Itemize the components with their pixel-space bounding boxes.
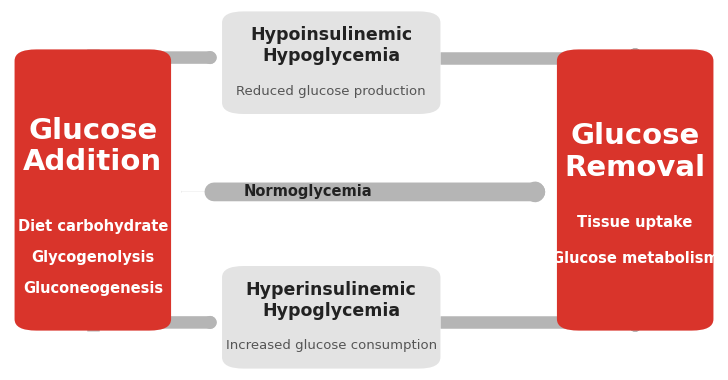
FancyBboxPatch shape (222, 266, 440, 369)
Text: Diet carbohydrate: Diet carbohydrate (17, 218, 168, 234)
Text: Tissue uptake: Tissue uptake (577, 215, 693, 230)
FancyBboxPatch shape (222, 11, 440, 114)
FancyBboxPatch shape (557, 49, 713, 331)
Text: Glucose metabolism: Glucose metabolism (552, 251, 719, 266)
Text: Hypoinsulinemic
Hypoglycemia: Hypoinsulinemic Hypoglycemia (250, 26, 412, 65)
Text: Glucose
Removal: Glucose Removal (565, 122, 705, 182)
Text: Normoglycemia: Normoglycemia (244, 184, 373, 200)
FancyBboxPatch shape (15, 49, 171, 331)
Text: Increased glucose consumption: Increased glucose consumption (226, 339, 437, 352)
Text: Glucose
Addition: Glucose Addition (23, 117, 162, 176)
Text: Gluconeogenesis: Gluconeogenesis (23, 281, 163, 296)
Text: Reduced glucose production: Reduced glucose production (237, 85, 426, 98)
Text: Hyperinsulinemic
Hypoglycemia: Hyperinsulinemic Hypoglycemia (246, 281, 416, 320)
Text: Glycogenolysis: Glycogenolysis (31, 250, 154, 265)
